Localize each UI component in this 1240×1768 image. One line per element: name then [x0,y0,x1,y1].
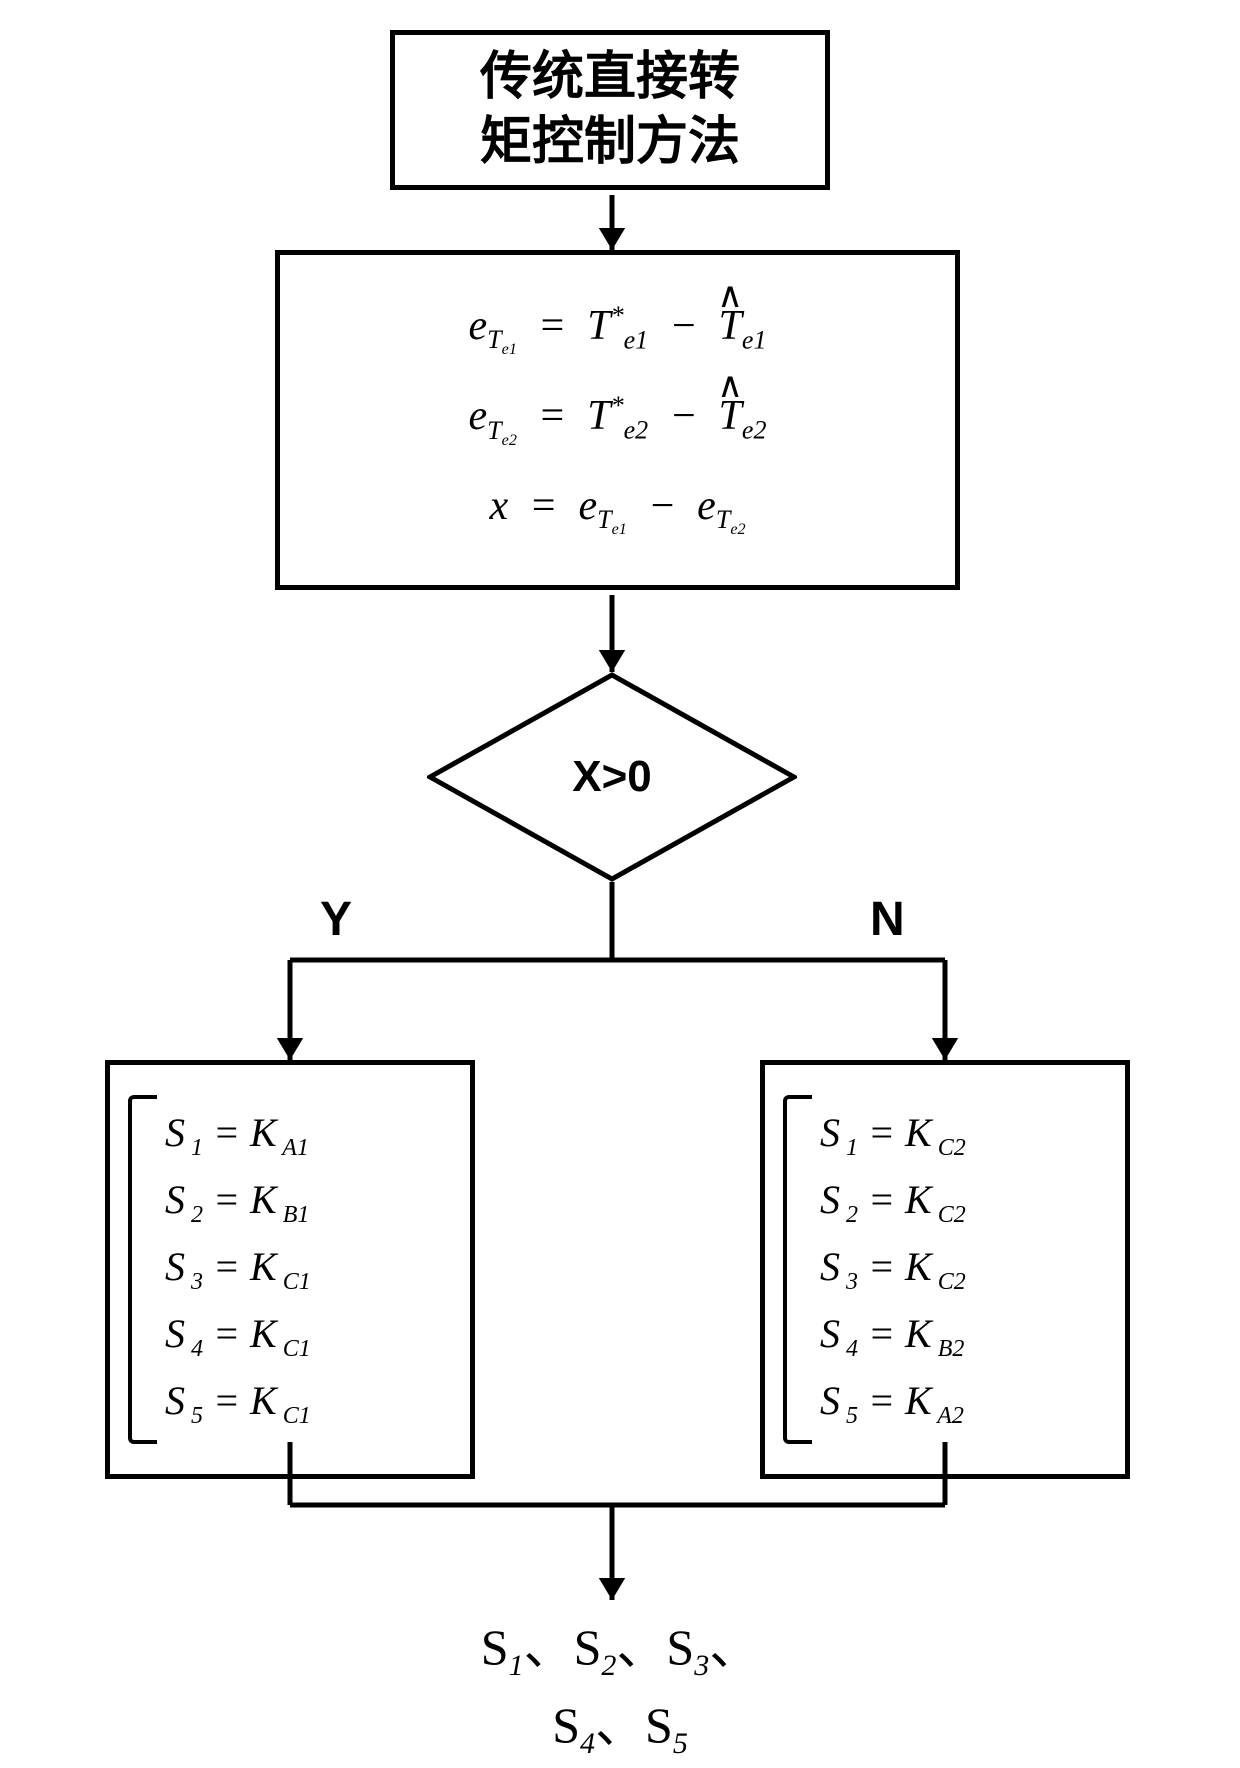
result-line: S 5 = K C1 [165,1377,435,1430]
start-line2: 矩控制方法 [480,110,740,175]
result-line: S 4 = K B2 [820,1310,1090,1363]
equation-3: x = eTe1 − eTe2 [489,482,745,540]
left-result-box: S 1 = K A1 S 2 = K B1 S 3 = K C1 S 4 = K C1… [105,1060,475,1479]
arrowhead-split-to-left [277,1038,303,1060]
result-line: S 2 = K B1 [165,1176,435,1229]
arrowhead-eq-to-diamond [599,650,625,672]
start-line1: 传统直接转 [480,45,740,110]
equation-1: eTe1 = T*e1 − Te1 [469,301,767,360]
arrowhead-split-to-right [932,1038,958,1060]
equation-2: eTe2 = T*e2 − Te2 [469,391,767,450]
result-line: S 1 = K C2 [820,1109,1090,1162]
result-line: S 3 = K C1 [165,1243,435,1296]
result-line: S 3 = K C2 [820,1243,1090,1296]
decision-text: X>0 [427,672,797,882]
output-text: S1、S2、S3、S4、S5 [300,1610,940,1766]
flowchart-root: 传统直接转 矩控制方法 eTe1 = T*e1 − Te1 eTe2 = T*e… [0,0,1240,1768]
start-box: 传统直接转 矩控制方法 [390,30,830,190]
right-result-box: S 1 = K C2 S 2 = K C2 S 3 = K C2 S 4 = K B2… [760,1060,1130,1479]
result-line: S 1 = K A1 [165,1109,435,1162]
yes-label: Y [320,892,352,947]
result-line: S 2 = K C2 [820,1176,1090,1229]
arrowhead-merge-to-output [599,1578,625,1600]
equation-box: eTe1 = T*e1 − Te1 eTe2 = T*e2 − Te2 x = … [275,250,960,590]
decision-diamond: X>0 [427,672,797,882]
result-line: S 5 = K A2 [820,1377,1090,1430]
arrowhead-start-to-eq [599,228,625,250]
no-label: N [870,892,905,947]
result-line: S 4 = K C1 [165,1310,435,1363]
